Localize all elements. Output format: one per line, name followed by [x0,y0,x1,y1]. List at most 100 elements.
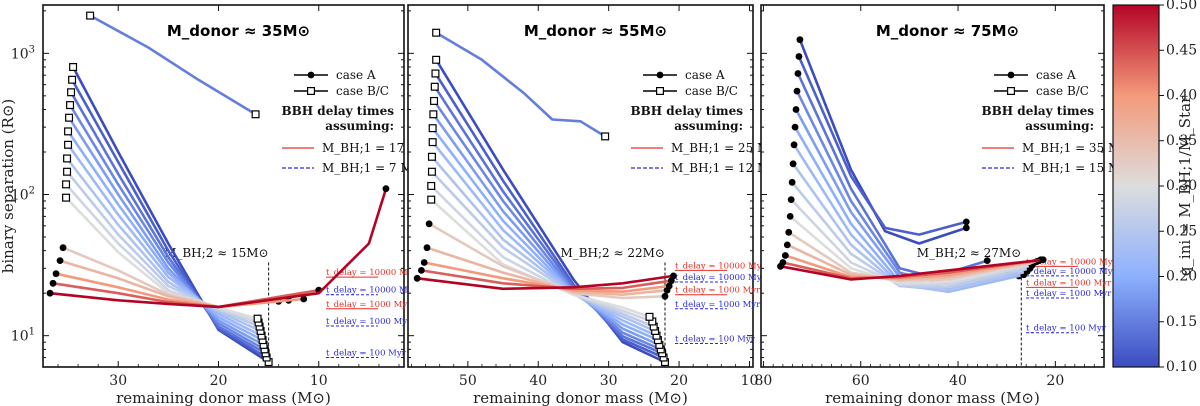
case-bc-marker [251,110,260,119]
legend-label-blue: M_BH;1 = 15 M⊙ [1022,161,1130,175]
delay-label: t_delay = 100 Myr [1026,324,1107,334]
series-line [430,198,650,319]
legend-label-red: M_BH;1 = 25 M⊙ [671,141,779,155]
delay-label: t_delay = 1000 Myr [326,317,412,327]
case-a-marker [425,220,433,228]
colorbar: 0.10 0.15 0.20 0.25 0.30 0.35 0.40 0.45 0.50 q_i… [1112,0,1197,375]
colorbar-label: q_ini = M_BH;1/M_Star [1176,95,1194,276]
case-bc-marker [63,167,72,176]
y-tick-label: 103 [11,44,35,62]
case-a-marker [783,241,791,249]
x-tick-label: 30 [109,373,127,389]
series-line [417,274,674,291]
case-a-marker [785,228,793,236]
series-line [69,91,267,355]
series-line [70,79,268,359]
case-a-marker [56,257,64,265]
x-tick-label: 10 [741,373,759,389]
case-a-marker [788,178,796,186]
colorbar-tick-label: 0.25 [1166,223,1197,239]
case-bc-marker [428,138,437,147]
colorbar-tick-label: 0.20 [1166,269,1197,285]
case-a-marker [791,123,799,131]
legend-marker-case-a [656,71,664,79]
delay-label: t_delay = 1000 Myr [675,300,761,310]
x-tick-label: 10 [310,373,328,389]
case-bc-marker [68,75,77,84]
panel-2: 50 40 30 20 10 remaining donor mass (M⊙) M_don… [407,4,779,406]
case-bc-marker [65,113,74,122]
case-a-marker [59,244,67,252]
case-bc-marker [62,193,71,202]
case-a-marker [792,106,800,113]
x-tick-label: 20 [1046,373,1064,389]
case-bc-marker [429,110,438,119]
plot-frame [407,4,754,368]
series-line [423,261,670,293]
case-bc-marker [62,180,71,189]
case-a-marker [1039,256,1047,264]
case-a-marker [796,36,804,44]
legend-heading: assuming: [1025,119,1094,133]
x-tick-label: 20 [210,373,228,389]
series-line [421,269,672,291]
legend-marker-case-bc [1006,86,1015,95]
case-a-marker [795,53,803,60]
legend-heading: BBH delay times [982,104,1095,118]
x-axis-label: remaining donor mass (M⊙) [825,389,1040,406]
legend-heading: assuming: [325,119,394,133]
colorbar-tick-label: 0.50 [1166,0,1197,13]
case-bc-marker [64,140,73,149]
series-line [426,246,668,296]
case-bc-marker [430,82,439,91]
legend-marker-case-a [307,71,315,79]
plot-frame [760,4,1105,368]
series-line [798,39,967,245]
case-bc-marker [427,195,436,204]
case-a-marker [420,259,428,266]
legend-heading: assuming: [674,119,743,133]
x-tick-label: 30 [600,373,618,389]
colorbar-tick-label: 0.35 [1166,133,1197,149]
case-bc-marker [69,63,78,72]
case-a-marker [49,279,57,287]
series-line [89,14,257,116]
case-bc-marker [427,152,436,161]
case-a-marker [300,295,308,303]
delay-label: t_delay = 100 Myr [326,349,407,359]
legend-label-case-a: case A [336,68,376,82]
legend-heading: BBH delay times [282,104,395,118]
case-a-marker [665,282,673,290]
case-a-marker [794,70,802,77]
delay-label: t_delay = 1000 Myr [675,286,761,296]
series-line [790,198,1033,286]
case-bc-marker [427,167,436,176]
legend-label-case-bc: case B/C [1036,84,1089,98]
series-line [71,66,270,364]
legend-marker-case-bc [655,86,664,95]
x-axis-label: remaining donor mass (M⊙) [473,389,688,406]
case-a-marker [777,262,784,270]
series-line [428,222,666,300]
case-bc-marker [63,154,72,163]
bh2-mass-label: M_BH;2 ≈ 27M⊙ [917,246,1022,260]
series-line [435,59,666,364]
series-line [435,31,606,138]
series-line [65,196,258,320]
case-bc-marker [428,124,437,133]
legend-label-blue: M_BH;1 = 12 M⊙ [671,161,779,175]
series-line [797,55,967,236]
series-line [789,215,1035,285]
x-tick-label: 80 [755,373,773,389]
case-a-marker [962,224,970,232]
case-a-marker [423,244,431,252]
colorbar-tick-label: 0.30 [1166,178,1197,194]
x-tick-label: 40 [529,373,547,389]
case-bc-marker [86,11,95,20]
x-tick-label: 20 [670,373,688,389]
delay-label: t_delay = 1000 Myr [1026,289,1112,299]
case-a-marker [46,289,54,297]
series-line [791,181,1031,289]
legend-label-case-bc: case B/C [336,84,389,98]
